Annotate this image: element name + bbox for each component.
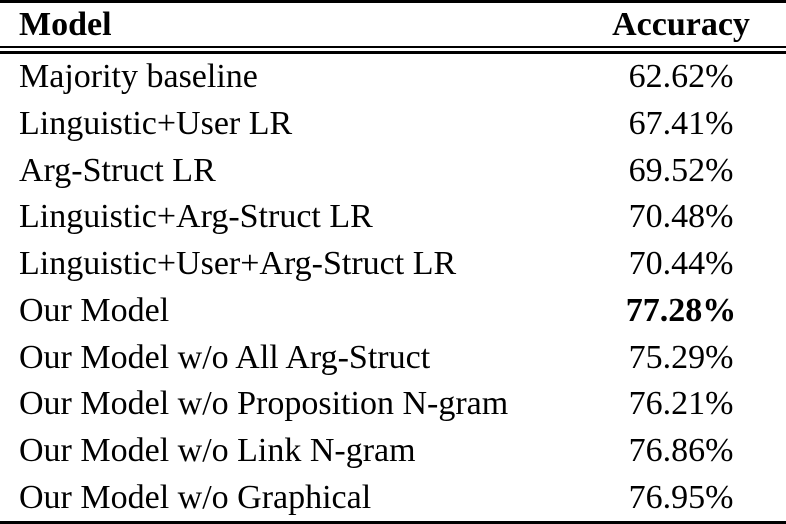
accuracy-cell: 62.62% [628, 58, 734, 96]
table-row: Our Model w/o All Arg-Struct 75.29% [0, 334, 786, 381]
model-cell: Linguistic+Arg-Struct LR [19, 198, 373, 236]
model-cell: Linguistic+User+Arg-Struct LR [19, 245, 457, 283]
table-row: Linguistic+User LR 67.41% [0, 101, 786, 148]
model-cell: Our Model w/o Graphical [19, 478, 372, 516]
table-header-rule [0, 46, 786, 54]
table-top-rule [0, 0, 786, 3]
model-cell: Our Model w/o All Arg-Struct [19, 338, 431, 376]
accuracy-cell-best: 77.28% [625, 291, 737, 329]
column-header-model: Model [19, 5, 112, 43]
accuracy-cell: 69.52% [628, 151, 734, 189]
table-body: Majority baseline 62.62% Linguistic+User… [0, 54, 786, 521]
accuracy-cell: 70.44% [628, 245, 734, 283]
accuracy-cell: 76.86% [628, 431, 734, 469]
table-row: Our Model w/o Graphical 76.95% [0, 474, 786, 521]
accuracy-cell: 67.41% [628, 105, 734, 143]
table-bottom-rule [0, 521, 786, 524]
table-row: Our Model 77.28% [0, 288, 786, 335]
table-row: Majority baseline 62.62% [0, 54, 786, 101]
table-row: Linguistic+User+Arg-Struct LR 70.44% [0, 241, 786, 288]
table-header-row: Model Accuracy [0, 3, 786, 46]
model-cell: Arg-Struct LR [19, 151, 216, 189]
model-cell: Our Model w/o Link N-gram [19, 431, 416, 469]
column-header-accuracy: Accuracy [612, 5, 750, 43]
model-cell: Linguistic+User LR [19, 105, 293, 143]
table-row: Our Model w/o Proposition N-gram 76.21% [0, 381, 786, 428]
table-row: Arg-Struct LR 69.52% [0, 147, 786, 194]
model-cell: Our Model [19, 291, 170, 329]
accuracy-cell: 76.21% [628, 385, 734, 423]
accuracy-cell: 70.48% [628, 198, 734, 236]
table-row: Linguistic+Arg-Struct LR 70.48% [0, 194, 786, 241]
model-cell: Our Model w/o Proposition N-gram [19, 385, 509, 423]
accuracy-cell: 76.95% [628, 478, 734, 516]
model-cell: Majority baseline [19, 58, 258, 96]
table-row: Our Model w/o Link N-gram 76.86% [0, 428, 786, 475]
accuracy-cell: 75.29% [628, 338, 734, 376]
